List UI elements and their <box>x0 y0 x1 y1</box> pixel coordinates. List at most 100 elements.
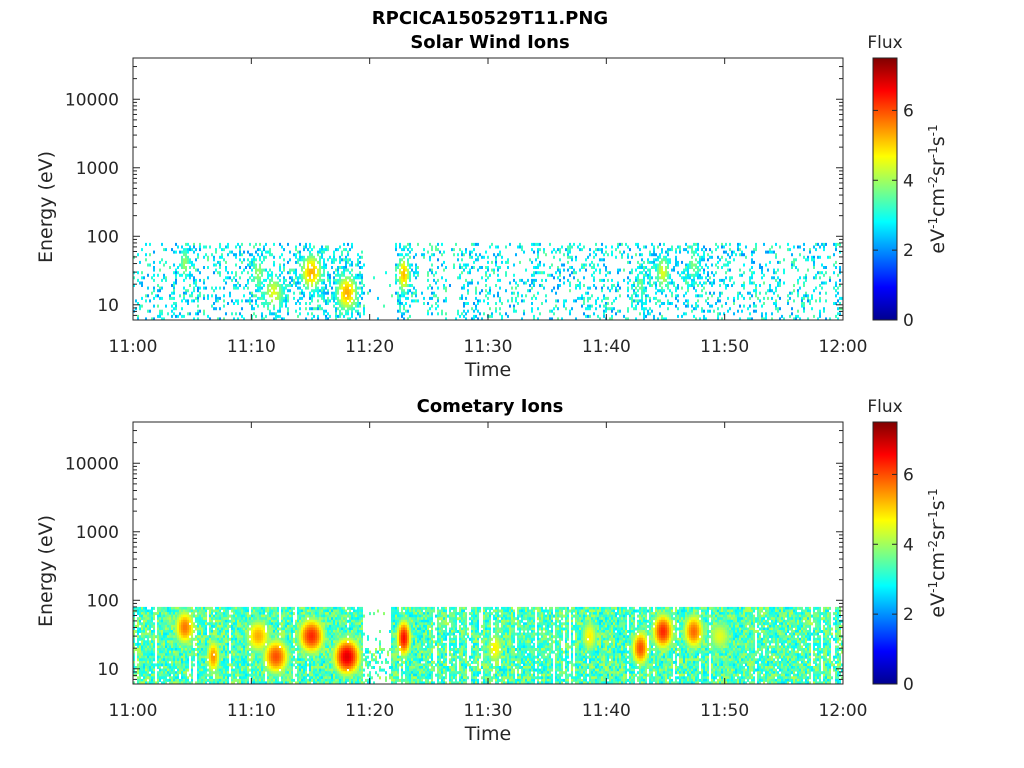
flux-cell <box>227 681 229 685</box>
flux-cell <box>395 266 397 269</box>
flux-cell <box>141 630 143 633</box>
colorbar-tick-label: 0 <box>903 311 914 331</box>
flux-cell <box>221 648 223 651</box>
flux-cell <box>235 655 237 659</box>
flux-cell <box>335 248 337 252</box>
flux-cell <box>139 281 141 285</box>
flux-cell <box>139 655 141 659</box>
flux-cell <box>409 250 411 254</box>
flux-cell <box>223 304 225 308</box>
flux-cell <box>339 273 341 277</box>
flux-cell <box>485 284 487 287</box>
flux-cell <box>797 289 799 293</box>
flux-cell <box>757 296 759 300</box>
flux-cell <box>275 314 277 318</box>
flux-cell <box>275 606 277 610</box>
flux-cell <box>211 617 213 621</box>
flux-cell <box>325 248 327 252</box>
flux-cell <box>257 622 259 626</box>
flux-cell <box>317 268 319 272</box>
flux-cell <box>175 666 177 669</box>
flux-cell <box>445 266 447 269</box>
flux-cell <box>665 260 667 264</box>
flux-cell <box>161 637 163 641</box>
flux-cell <box>739 291 741 295</box>
flux-cell <box>267 645 269 649</box>
flux-cell <box>461 312 463 316</box>
flux-cell <box>773 268 775 272</box>
flux-cell <box>251 619 253 623</box>
flux-cell <box>233 640 235 644</box>
flux-cell <box>215 678 217 682</box>
flux-cell <box>587 307 589 311</box>
flux-cell <box>619 294 621 298</box>
flux-cell <box>533 250 535 254</box>
flux-cell <box>413 286 415 290</box>
flux-cell <box>231 642 233 646</box>
flux-cell <box>135 307 137 311</box>
flux-cell <box>475 291 477 295</box>
flux-cell <box>825 242 827 246</box>
flux-cell <box>363 307 365 311</box>
flux-cell <box>185 666 187 669</box>
flux-cell <box>271 650 273 654</box>
flux-cell <box>171 660 173 664</box>
flux-cell <box>275 291 277 295</box>
flux-cell <box>275 645 277 649</box>
flux-cell <box>323 312 325 316</box>
flux-cell <box>257 666 259 669</box>
flux-cell <box>235 299 237 303</box>
flux-cell <box>269 250 271 254</box>
flux-cell <box>761 304 763 308</box>
flux-cell <box>161 640 163 644</box>
flux-cell <box>531 309 533 313</box>
flux-cell <box>257 281 259 285</box>
flux-cell <box>285 627 287 631</box>
flux-cell <box>457 309 459 313</box>
flux-cell <box>275 284 277 287</box>
flux-cell <box>213 681 215 685</box>
flux-cell <box>635 286 637 290</box>
flux-cell <box>149 309 151 313</box>
flux-cell <box>225 612 227 616</box>
flux-cell <box>241 614 243 618</box>
flux-cell <box>223 619 225 623</box>
flux-cell <box>219 671 221 675</box>
flux-cell <box>227 253 229 257</box>
flux-cell <box>237 671 239 675</box>
flux-cell <box>399 286 401 290</box>
flux-cell <box>317 294 319 298</box>
y-tick-label: 100 <box>87 227 119 247</box>
flux-cell <box>269 655 271 659</box>
flux-cell <box>331 258 333 262</box>
flux-cell <box>753 250 755 254</box>
flux-cell <box>133 624 135 628</box>
flux-cell <box>141 660 143 664</box>
flux-cell <box>181 660 183 664</box>
flux-cell <box>269 253 271 257</box>
flux-cell <box>833 271 835 275</box>
flux-cell <box>531 248 533 252</box>
flux-cell <box>279 663 281 667</box>
flux-cell <box>213 663 215 667</box>
flux-cell <box>277 658 279 662</box>
flux-cell <box>517 291 519 295</box>
flux-cell <box>815 286 817 290</box>
flux-cell <box>727 268 729 272</box>
flux-cell <box>197 666 199 669</box>
flux-cell <box>761 312 763 316</box>
flux-cell <box>689 276 691 280</box>
flux-cell <box>171 668 173 672</box>
flux-cell <box>191 632 193 636</box>
flux-cell <box>167 635 169 639</box>
flux-cell <box>351 242 353 246</box>
flux-cell <box>271 627 273 631</box>
flux-cell <box>477 242 479 246</box>
flux-cell <box>269 681 271 685</box>
flux-cell <box>667 266 669 269</box>
flux-cell <box>223 258 225 262</box>
flux-cell <box>579 286 581 290</box>
flux-cell <box>151 624 153 628</box>
flux-cell <box>281 653 283 657</box>
flux-cell <box>239 606 241 610</box>
